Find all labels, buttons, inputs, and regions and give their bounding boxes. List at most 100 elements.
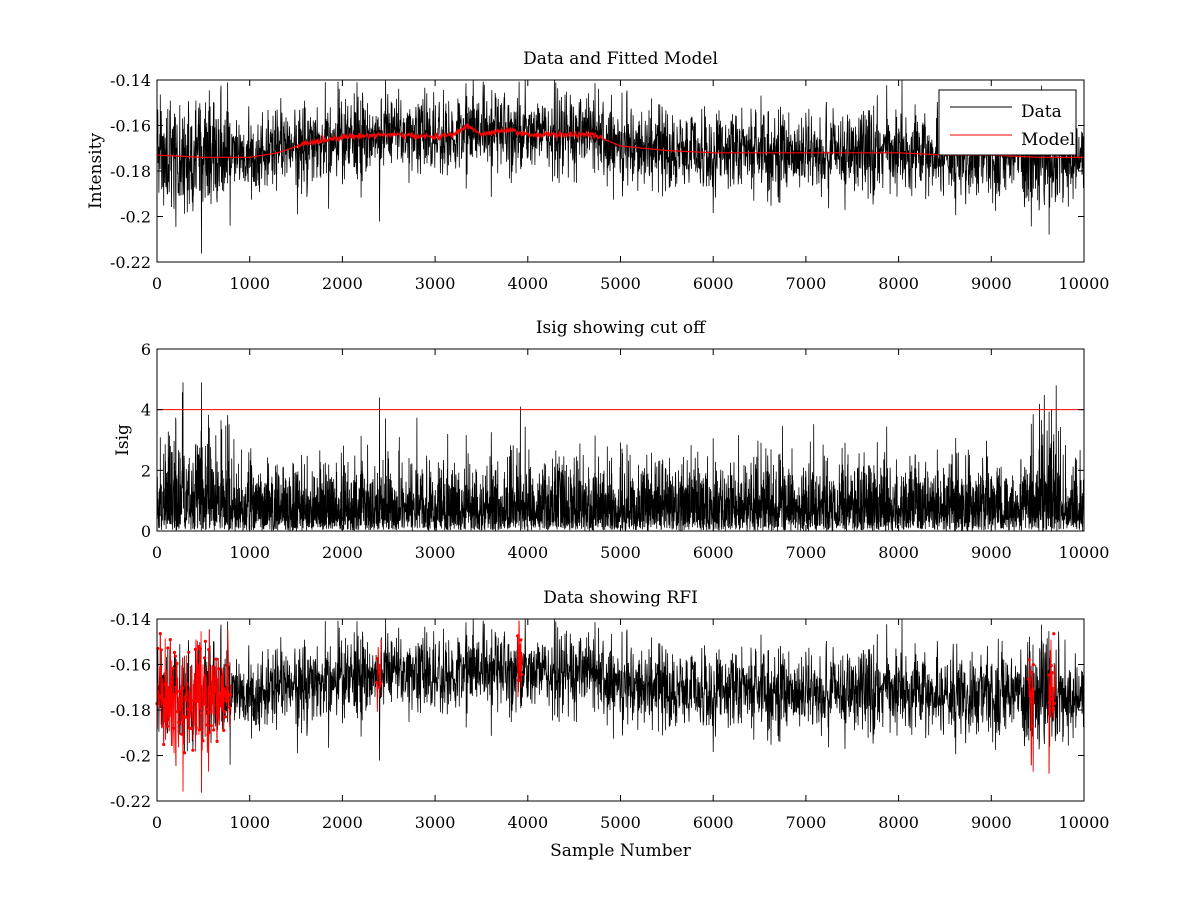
panel-1-data-series xyxy=(156,79,1085,254)
rfi-marker xyxy=(187,699,192,703)
panel-3-ytick-label: -0.22 xyxy=(110,792,151,811)
rfi-marker xyxy=(172,726,176,730)
rfi-marker xyxy=(226,697,230,702)
data-line xyxy=(156,79,1085,254)
rfi-marker xyxy=(1049,664,1053,668)
rfi-marker xyxy=(158,632,162,636)
panel-3-rfi-series xyxy=(155,620,1057,793)
panel-3-xtick-label: 3000 xyxy=(415,813,456,832)
rfi-marker xyxy=(208,730,212,734)
panel-2-xtick-label: 4000 xyxy=(507,543,548,562)
rfi-marker xyxy=(215,739,219,744)
rfi-segment-1 xyxy=(376,639,382,712)
panel-3-ytick-label: -0.18 xyxy=(110,701,151,720)
rfi-marker xyxy=(175,662,179,666)
rfi-marker xyxy=(228,706,232,710)
rfi-marker xyxy=(162,703,167,707)
rfi-marker xyxy=(203,656,207,660)
rfi-marker xyxy=(221,700,225,704)
panel-1-xtick-label: 4000 xyxy=(507,274,548,293)
rfi-marker xyxy=(177,720,181,724)
rfi-marker xyxy=(1030,693,1034,697)
rfi-marker xyxy=(172,650,177,655)
panel-2-ytick-label: 2 xyxy=(141,461,151,480)
rfi-marker xyxy=(217,667,221,671)
rfi-marker xyxy=(197,645,201,649)
rfi-marker xyxy=(206,733,210,737)
rfi-marker xyxy=(202,702,206,706)
rfi-marker xyxy=(211,701,215,705)
rfi-segment-4 xyxy=(1048,639,1056,774)
panel-3-xtick-label: 0 xyxy=(152,813,162,832)
panel-3-xtick-label: 6000 xyxy=(693,813,734,832)
rfi-marker xyxy=(188,708,192,713)
panel-1-ytick-label: -0.22 xyxy=(110,253,151,272)
panel-1-xtick-label: 0 xyxy=(152,274,162,293)
rfi-marker xyxy=(167,701,171,705)
rfi-marker xyxy=(376,685,380,689)
rfi-marker xyxy=(375,657,380,661)
rfi-marker xyxy=(1031,663,1035,667)
panel-2-isig-series xyxy=(156,382,1085,532)
rfi-marker xyxy=(177,689,182,694)
rfi-marker xyxy=(187,650,191,654)
rfi-marker xyxy=(1027,658,1031,662)
rfi-marker xyxy=(178,697,182,702)
panel-2-axes: 0 1000 2000 3000 4000 5000 6000 7000 8000 9000 100… xyxy=(141,340,1110,562)
rfi-marker xyxy=(1026,677,1030,681)
rfi-marker xyxy=(195,675,199,679)
rfi-marker xyxy=(516,634,520,638)
rfi-marker xyxy=(204,707,208,712)
rfi-marker xyxy=(207,648,211,652)
panel-2-xtick-label: 0 xyxy=(152,543,162,562)
legend: Data Model xyxy=(938,89,1077,156)
isig-line xyxy=(156,382,1085,532)
rfi-segment-2 xyxy=(517,620,523,698)
panel-3-title: Data showing RFI xyxy=(543,588,698,608)
panel-2-xtick-label: 3000 xyxy=(415,543,456,562)
rfi-marker xyxy=(194,726,198,730)
rfi-marker xyxy=(223,715,227,719)
panel-isig: Isig showing cut off Isig 0 1000 2000 3000 4… xyxy=(113,318,1109,562)
panel-1-ylabel: Intensity xyxy=(86,133,106,209)
panel-3-xtick-label: 8000 xyxy=(878,813,919,832)
rfi-marker xyxy=(200,711,204,715)
rfi-marker xyxy=(176,709,180,714)
rfi-marker xyxy=(214,657,218,661)
rfi-marker xyxy=(182,714,186,719)
rfi-marker xyxy=(228,692,232,697)
panel-3-xtick-label: 4000 xyxy=(507,813,548,832)
panel-3-ytick-label: -0.16 xyxy=(110,656,151,675)
rfi-marker xyxy=(157,695,162,699)
rfi-marker xyxy=(167,696,172,700)
rfi-marker xyxy=(198,647,202,651)
panel-1-xtick-label: 3000 xyxy=(415,274,456,293)
model-line xyxy=(157,123,1084,158)
rfi-marker xyxy=(180,732,184,736)
panel-3-ytick-label: -0.14 xyxy=(110,610,151,629)
panel-3-xtick-label: 9000 xyxy=(971,813,1012,832)
panel-1-ytick-label: -0.2 xyxy=(120,208,151,227)
rfi-marker xyxy=(216,715,220,720)
rfi-marker xyxy=(1048,700,1052,705)
panel-3-xtick-label: 5000 xyxy=(600,813,641,832)
rfi-marker xyxy=(183,695,187,699)
rfi-marker xyxy=(378,667,382,671)
rfi-marker xyxy=(225,663,229,667)
panel-3-xtick-label: 1000 xyxy=(229,813,270,832)
rfi-marker xyxy=(208,710,212,714)
rfi-marker xyxy=(197,728,202,732)
rfi-marker xyxy=(210,680,214,684)
rfi-marker xyxy=(1051,708,1055,712)
rfi-marker xyxy=(219,695,223,699)
rfi-marker xyxy=(1048,697,1052,701)
panel-3-xtick-label: 10000 xyxy=(1059,813,1110,832)
rfi-marker xyxy=(222,728,226,733)
rfi-marker xyxy=(1031,724,1035,729)
rfi-marker xyxy=(196,685,200,689)
rfi-marker xyxy=(162,742,166,747)
panel-data-and-model: Data and Fitted Model Intensity 0 1000 200… xyxy=(86,49,1109,293)
panel-3-xtick-label: 7000 xyxy=(786,813,827,832)
legend-data-label: Data xyxy=(1021,102,1062,122)
